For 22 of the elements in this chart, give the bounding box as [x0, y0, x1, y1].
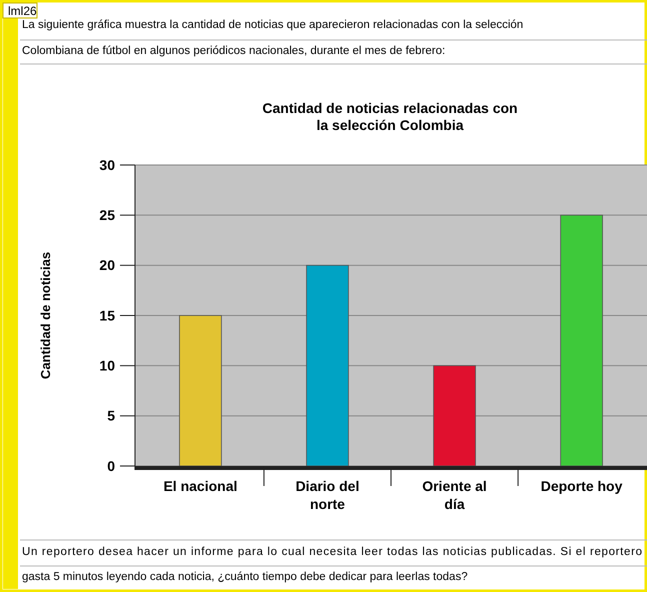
- x-tick-label: Diario del norte: [296, 478, 360, 512]
- y-tick-label: 0: [107, 458, 116, 474]
- x-tick-label: El nacional: [163, 478, 238, 494]
- y-axis-title: Cantidad de noticias: [38, 252, 53, 380]
- bar: [433, 365, 476, 466]
- text: gasta 5 minutos leyendo cada noticia, ¿cuánto tiempo debe dedicar para leerlas todas?: [22, 571, 468, 583]
- text: Un reportero desea hacer un informe para lo cual necesita leer todas las noticias publicadas. Si el reportero: [22, 546, 642, 558]
- text: lml26: [8, 4, 37, 18]
- text: Colombiana de fútbol en algunos periódicos nacionales, durante el mes de febrero:: [22, 45, 446, 57]
- text: La siguiente gráfica muestra la cantidad de noticias que aparecieron relacionadas con la selección: [22, 19, 524, 31]
- x-tick-label: Oriente al día: [422, 478, 487, 512]
- y-tick-label: 30: [99, 156, 116, 173]
- x-tick-label: Deporte hoy: [540, 478, 623, 494]
- y-tick-label: 25: [99, 207, 116, 224]
- bar: [306, 264, 349, 466]
- y-tick-label: 10: [99, 358, 116, 374]
- y-tick-label: 20: [99, 257, 116, 274]
- y-tick-label: 5: [107, 408, 116, 424]
- bar: [179, 315, 222, 466]
- y-tick-label: 15: [99, 307, 116, 324]
- bar: [560, 214, 603, 466]
- chart-title: Cantidad de noticias relacionadas con la selección Colombia: [262, 100, 518, 133]
